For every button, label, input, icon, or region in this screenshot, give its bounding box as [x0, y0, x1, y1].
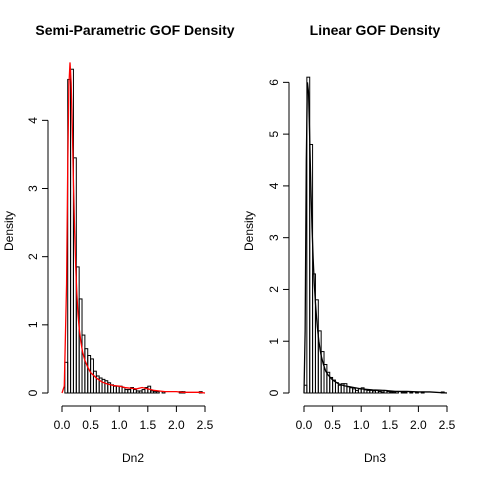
x-axis-label: Dn2: [122, 451, 144, 465]
y-axis: 0 1 2 3 4: [26, 117, 49, 396]
x-tick-label: 1.5: [381, 418, 398, 432]
density-curve: [303, 82, 448, 394]
y-tick-label: 3: [267, 234, 281, 241]
y-tick-label: 1: [267, 338, 281, 345]
density-curve-group: [303, 82, 448, 394]
y-tick-label: 6: [267, 79, 281, 86]
panel-linear: Linear GOF Density Dn3 Density 0.0 0.5 1.0…: [242, 22, 456, 465]
x-axis: 0.0 0.5 1.0 1.5 2.0 2.5: [54, 405, 214, 432]
histogram-bars: [64, 68, 203, 394]
x-axis: 0.0 0.5 1.0 1.5 2.0 2.5: [296, 405, 456, 432]
y-tick-label: 4: [267, 182, 281, 189]
x-tick-label: 0.0: [54, 418, 71, 432]
y-tick-label: 1: [26, 321, 40, 328]
histogram-bar: [403, 391, 408, 394]
histogram-bar: [155, 391, 160, 394]
y-tick-label: 0: [26, 389, 40, 396]
density-curve-group: [61, 62, 206, 394]
x-tick-label: 1.5: [139, 418, 156, 432]
y-tick-label: 4: [26, 117, 40, 124]
density-curve: [61, 62, 206, 394]
x-tick-label: 0.5: [324, 418, 341, 432]
x-tick-label: 2.0: [410, 418, 427, 432]
y-tick-label: 2: [26, 253, 40, 260]
histogram-bar: [309, 143, 314, 394]
chart-title: Linear GOF Density: [310, 22, 441, 38]
histogram-bars: [303, 76, 445, 394]
y-axis: 0 1 2 3 4 5 6: [267, 79, 290, 396]
y-tick-label: 5: [267, 130, 281, 137]
y-axis-label: Density: [2, 211, 16, 251]
x-tick-label: 1.0: [111, 418, 128, 432]
y-tick-label: 3: [26, 185, 40, 192]
x-tick-label: 2.5: [439, 418, 456, 432]
x-tick-label: 1.0: [353, 418, 370, 432]
x-tick-label: 0.0: [296, 418, 313, 432]
x-tick-label: 2.0: [168, 418, 185, 432]
y-tick-label: 0: [267, 389, 281, 396]
x-tick-label: 0.5: [82, 418, 99, 432]
chart-title: Semi-Parametric GOF Density: [35, 22, 234, 38]
x-tick-label: 2.5: [197, 418, 214, 432]
panel-semi-parametric: Semi-Parametric GOF Density Dn2 Density …: [2, 22, 235, 465]
x-axis-label: Dn3: [364, 451, 386, 465]
y-tick-label: 2: [267, 286, 281, 293]
y-axis-label: Density: [242, 211, 256, 251]
